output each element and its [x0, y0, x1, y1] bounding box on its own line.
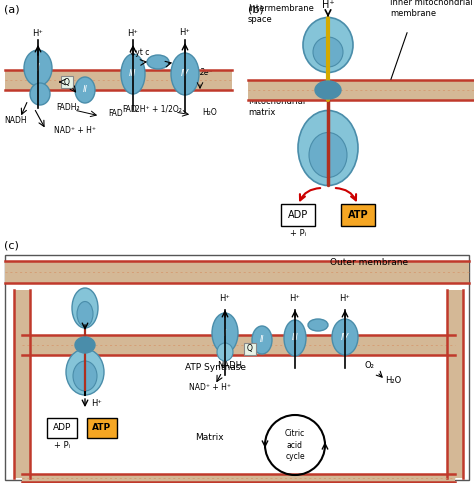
Bar: [5, 255, 469, 480]
FancyBboxPatch shape: [341, 204, 375, 226]
Text: (b): (b): [248, 4, 264, 14]
Text: NAD⁺ + H⁺: NAD⁺ + H⁺: [54, 126, 96, 135]
Bar: [5, 261, 469, 283]
Text: I: I: [224, 328, 226, 338]
Text: H₂O: H₂O: [202, 108, 217, 117]
Text: IV: IV: [181, 70, 189, 79]
Bar: [248, 80, 474, 100]
Bar: [447, 290, 463, 478]
Text: FAD: FAD: [108, 109, 123, 118]
Ellipse shape: [147, 55, 169, 69]
FancyBboxPatch shape: [281, 204, 315, 226]
Ellipse shape: [308, 319, 328, 331]
Ellipse shape: [72, 288, 98, 328]
Text: ATP Synthase: ATP Synthase: [185, 363, 246, 372]
Text: Citric
acid
cycle: Citric acid cycle: [285, 429, 305, 461]
Ellipse shape: [75, 337, 95, 353]
Text: Matrix: Matrix: [195, 433, 224, 442]
Text: III: III: [292, 333, 298, 342]
Text: + Pᵢ: + Pᵢ: [290, 229, 306, 238]
Text: FAD: FAD: [123, 105, 137, 114]
Text: ADP: ADP: [288, 210, 308, 220]
Ellipse shape: [24, 50, 52, 86]
Bar: [22, 474, 455, 482]
Ellipse shape: [121, 54, 145, 94]
Text: H⁺: H⁺: [322, 0, 334, 10]
Text: H⁺: H⁺: [91, 399, 102, 408]
Ellipse shape: [313, 37, 343, 67]
Ellipse shape: [66, 349, 104, 395]
Text: O₂: O₂: [365, 361, 375, 370]
Bar: [22, 335, 455, 355]
Ellipse shape: [30, 83, 50, 105]
Ellipse shape: [171, 53, 199, 95]
Text: II: II: [260, 336, 264, 344]
Text: Mitochondrial
matrix: Mitochondrial matrix: [248, 97, 305, 117]
Text: FADH₂: FADH₂: [56, 103, 80, 112]
Ellipse shape: [298, 111, 358, 185]
Text: ADP: ADP: [53, 424, 71, 432]
Text: Cyt c: Cyt c: [130, 48, 150, 57]
Bar: [14, 290, 30, 478]
Ellipse shape: [315, 81, 341, 99]
Ellipse shape: [217, 343, 233, 361]
FancyBboxPatch shape: [61, 76, 73, 88]
Ellipse shape: [75, 77, 95, 103]
Text: H⁺: H⁺: [290, 294, 301, 303]
Text: H⁺: H⁺: [128, 29, 138, 38]
Text: H⁺: H⁺: [339, 294, 350, 303]
Text: Inner mitochondrial
membrane: Inner mitochondrial membrane: [390, 0, 473, 18]
Text: NAD⁺ + H⁺: NAD⁺ + H⁺: [189, 383, 231, 392]
FancyBboxPatch shape: [244, 343, 256, 355]
Text: NADH: NADH: [218, 361, 243, 370]
Text: H⁺: H⁺: [219, 294, 230, 303]
Text: H₂O: H₂O: [385, 376, 401, 385]
Text: H⁺: H⁺: [80, 311, 91, 320]
Text: H⁺: H⁺: [180, 28, 191, 37]
Text: IV: IV: [341, 332, 349, 341]
FancyBboxPatch shape: [87, 418, 117, 438]
Text: ATP: ATP: [348, 210, 368, 220]
Text: I: I: [36, 63, 39, 73]
Ellipse shape: [303, 17, 353, 72]
Text: (c): (c): [4, 240, 19, 250]
Ellipse shape: [212, 313, 238, 353]
Text: Q: Q: [64, 77, 70, 86]
Text: II: II: [82, 85, 88, 95]
Text: NADH: NADH: [5, 116, 27, 125]
Text: III: III: [129, 70, 137, 79]
Ellipse shape: [73, 361, 97, 391]
Text: (a): (a): [4, 4, 19, 14]
Text: H⁺: H⁺: [33, 29, 44, 38]
Ellipse shape: [284, 320, 306, 356]
Text: 2H⁺ + 1/2O₂: 2H⁺ + 1/2O₂: [135, 105, 182, 114]
Ellipse shape: [309, 132, 347, 177]
Bar: [5, 70, 232, 90]
Ellipse shape: [252, 326, 272, 354]
Text: 2e⁻: 2e⁻: [200, 68, 214, 77]
Text: Q: Q: [247, 344, 253, 354]
Text: + Pᵢ: + Pᵢ: [54, 441, 70, 450]
FancyBboxPatch shape: [47, 418, 77, 438]
Text: ATP: ATP: [92, 424, 111, 432]
Ellipse shape: [77, 301, 93, 327]
Ellipse shape: [332, 319, 358, 355]
Text: Outer membrane: Outer membrane: [330, 258, 408, 267]
Text: Intermembrane
space: Intermembrane space: [248, 4, 314, 24]
